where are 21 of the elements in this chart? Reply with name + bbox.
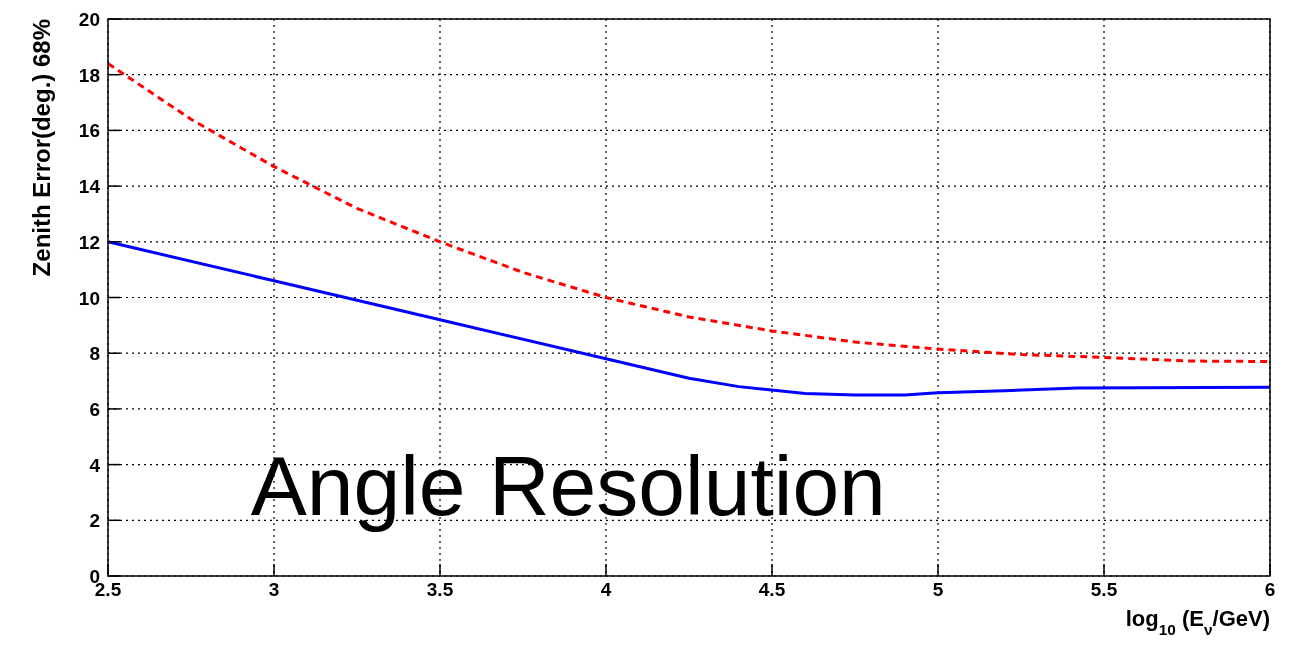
- y-axis-title: Zenith Error(deg.) 68%: [28, 19, 55, 277]
- y-tick-label: 10: [78, 287, 100, 309]
- y-tick-label: 2: [89, 510, 100, 532]
- x-tick-label: 4: [600, 579, 612, 600]
- x-tick-label: 4.5: [758, 579, 786, 600]
- line-series: [106, 240, 1272, 397]
- y-tick-label: 20: [78, 9, 100, 30]
- x-axis-title: log$_{10}$ (E$_{ν}$/GeV): [1125, 606, 1270, 638]
- annotation: Angle Resolution: [250, 438, 886, 533]
- y-tick-label: 4: [89, 454, 101, 476]
- x-tick-label: 3: [268, 579, 280, 600]
- y-tick-label: 12: [78, 231, 100, 253]
- x-tick-label: 6: [1264, 579, 1276, 600]
- x-tick-label: 3.5: [426, 579, 454, 600]
- y-tick-label: 16: [78, 120, 100, 142]
- x-tick-label: 5: [932, 579, 944, 600]
- y-tick-label: 8: [89, 343, 100, 365]
- y-tick-label: 6: [89, 398, 100, 420]
- x-tick-label: 5.5: [1090, 579, 1118, 600]
- y-tick-label: 14: [78, 176, 101, 198]
- y-tick-label: 18: [78, 64, 100, 86]
